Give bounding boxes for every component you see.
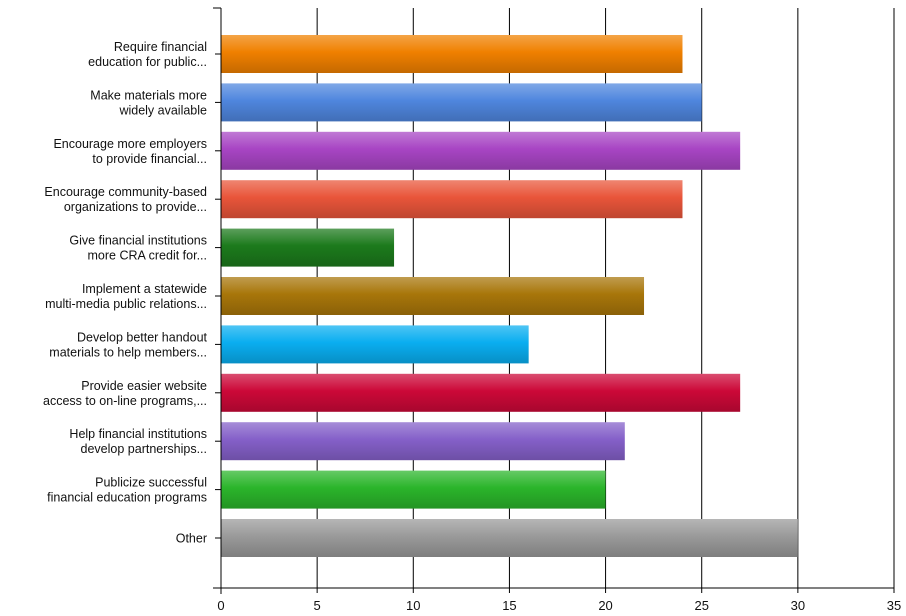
category-label-0-line-0: Require financial	[114, 40, 207, 54]
category-label-5-line-1: multi-media public relations...	[45, 297, 207, 311]
x-tick-label-30: 30	[791, 598, 805, 613]
bar-6	[221, 325, 529, 364]
x-tick-label-5: 5	[314, 598, 321, 613]
category-label-8-line-1: develop partnerships...	[81, 442, 207, 456]
bar-9	[221, 470, 606, 509]
x-tick-label-20: 20	[598, 598, 612, 613]
bar-1	[221, 83, 702, 122]
category-label-9-line-1: financial education programs	[47, 491, 207, 505]
x-tick-labels: 0 5 10 15 20 25 30 35	[217, 598, 901, 613]
category-label-8-line-0: Help financial institutions	[69, 427, 207, 441]
category-label-6-line-0: Develop better handout	[77, 330, 207, 344]
category-label-7-line-0: Provide easier website	[81, 379, 207, 393]
bar-0	[221, 35, 683, 73]
category-label-2-line-0: Encourage more employers	[53, 137, 207, 151]
x-tick-label-35: 35	[887, 598, 901, 613]
category-label-4-line-1: more CRA credit for...	[88, 249, 207, 263]
bars	[221, 35, 798, 557]
bar-8	[221, 422, 625, 461]
x-tick-label-25: 25	[694, 598, 708, 613]
category-label-4-line-0: Give financial institutions	[69, 234, 207, 248]
category-label-1-line-1: widely available	[118, 103, 207, 117]
category-label-7-line-1: access to on-line programs,...	[43, 394, 207, 408]
category-label-6-line-1: materials to help members...	[49, 345, 207, 359]
x-tick-label-15: 15	[502, 598, 516, 613]
category-label-3-line-1: organizations to provide...	[64, 200, 207, 214]
category-label-3-line-0: Encourage community-based	[44, 185, 207, 199]
category-label-9-line-0: Publicize successful	[95, 476, 207, 490]
category-label-2-line-1: to provide financial...	[92, 152, 207, 166]
category-label-1-line-0: Make materials more	[90, 88, 207, 102]
bar-10	[221, 519, 798, 557]
bar-5	[221, 277, 645, 315]
bar-3	[221, 180, 683, 219]
bar-2	[221, 131, 741, 170]
category-label-5-line-0: Implement a statewide	[82, 282, 207, 296]
category-label-10-line-0: Other	[176, 532, 207, 546]
x-tick-label-0: 0	[217, 598, 224, 613]
category-label-0-line-1: education for public...	[88, 55, 207, 69]
bar-4	[221, 228, 395, 267]
x-tick-label-10: 10	[406, 598, 420, 613]
bar-7	[221, 373, 741, 412]
axes	[213, 7, 895, 594]
